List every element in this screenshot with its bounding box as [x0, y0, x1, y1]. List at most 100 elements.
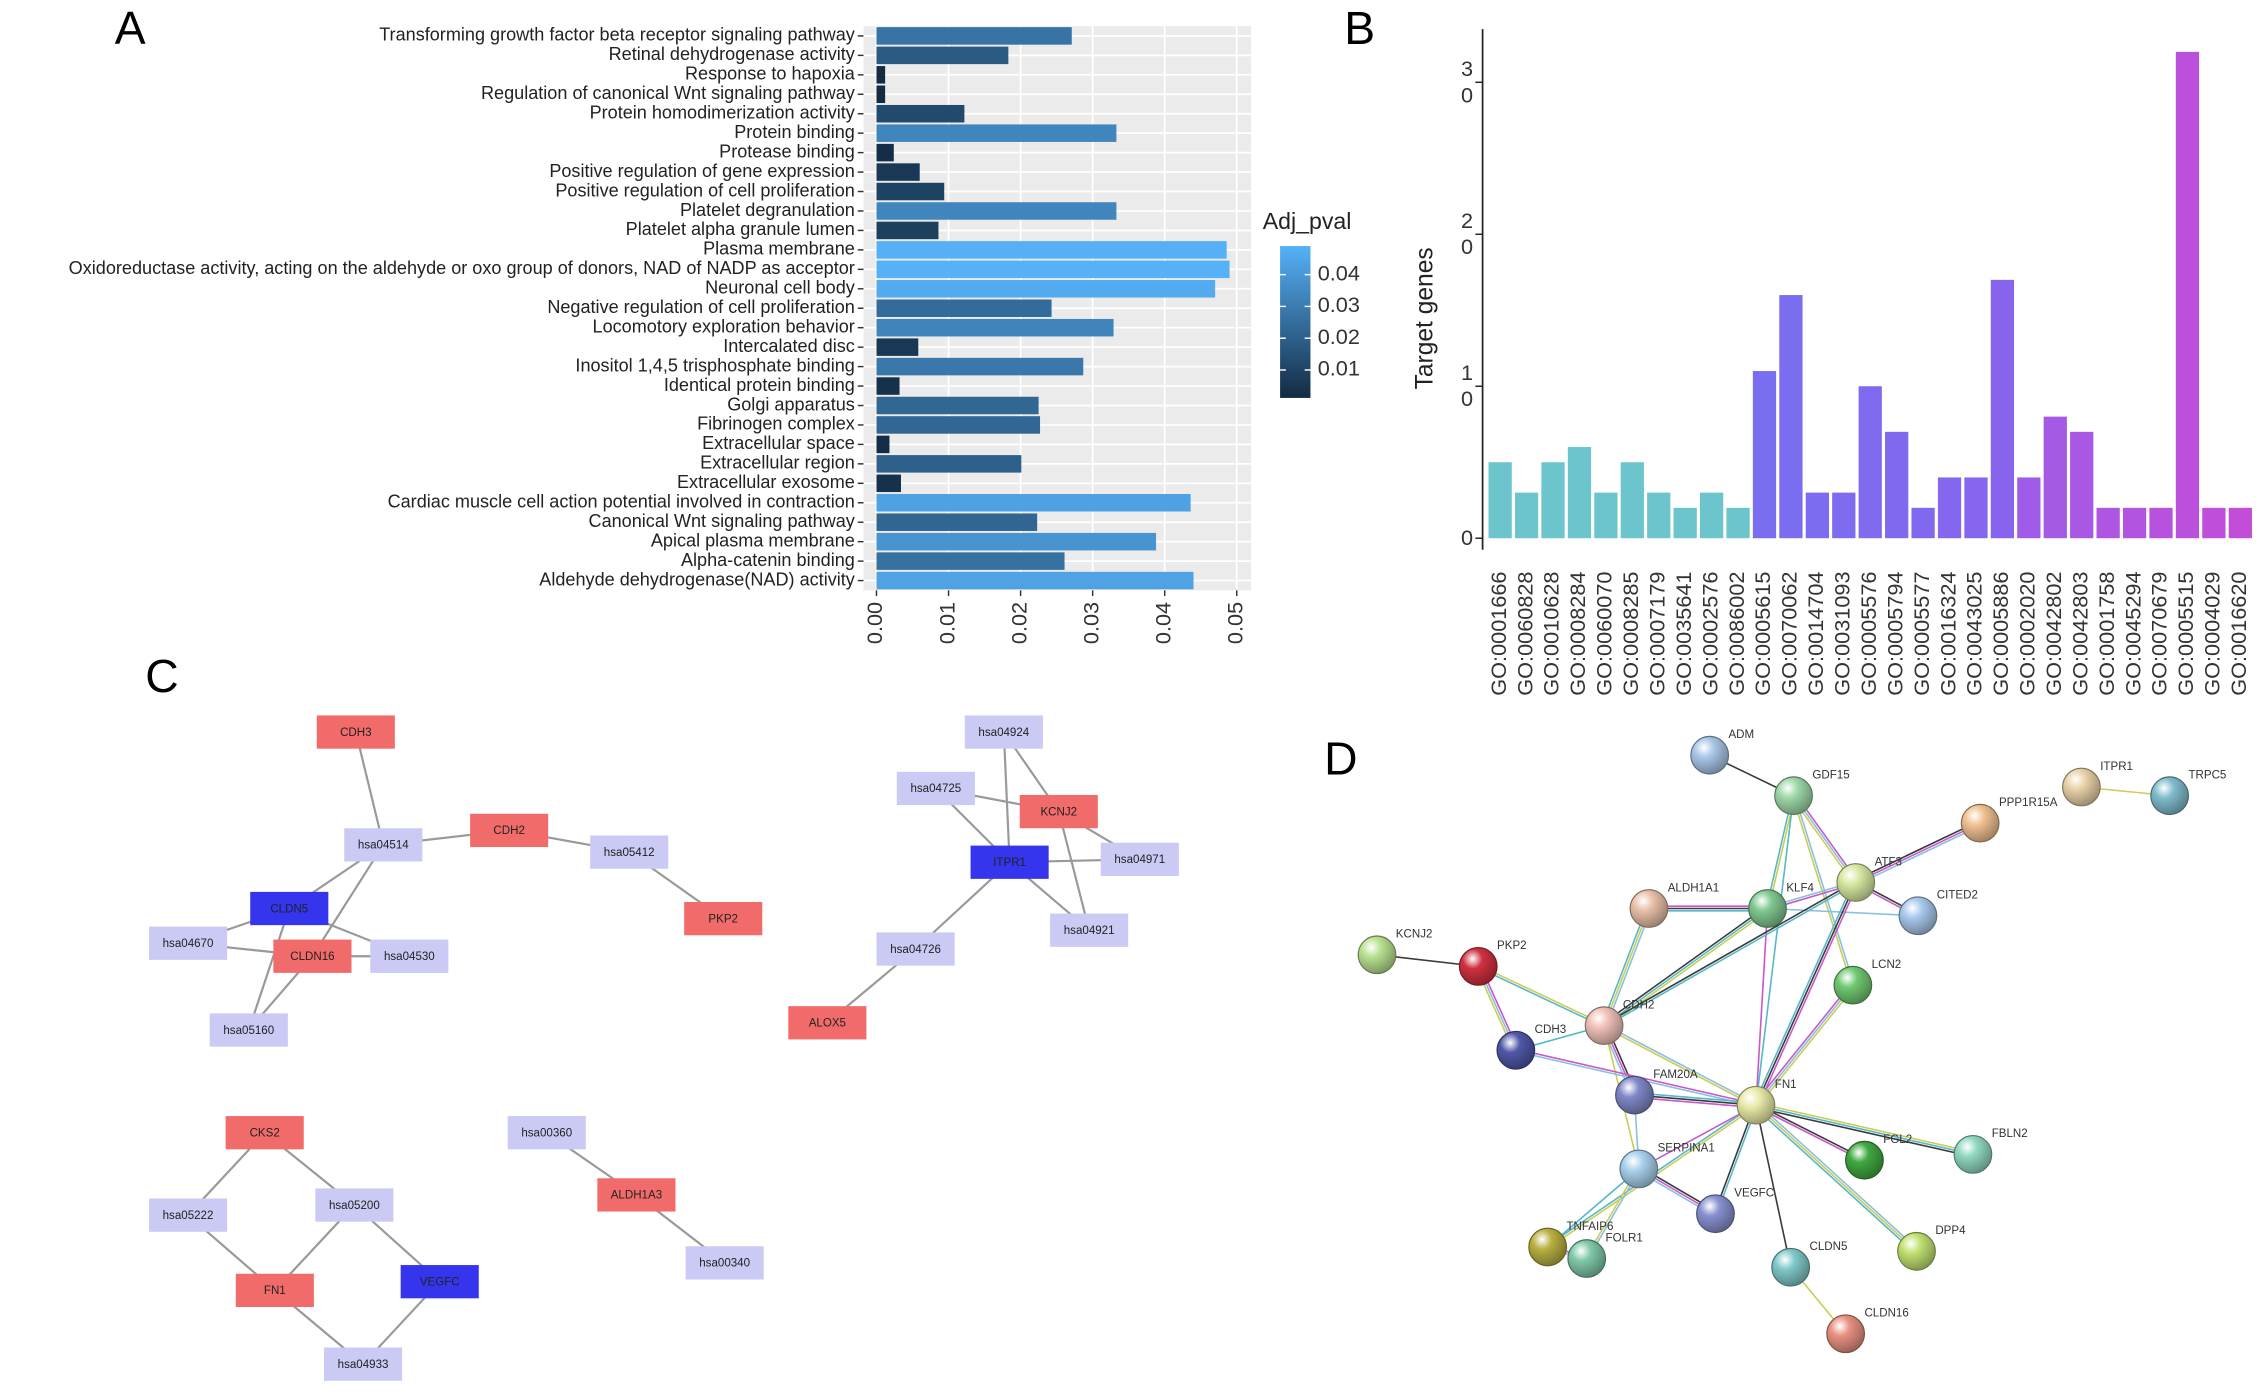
bar: [876, 299, 1052, 317]
x-tick-label: 0.00: [862, 602, 887, 644]
node-label: ALDH1A1: [1668, 882, 1719, 894]
network-node: [1528, 1227, 1568, 1267]
bar: [1805, 492, 1829, 539]
bar: [1647, 492, 1671, 539]
network-node: [1357, 935, 1397, 975]
network-node: [273, 939, 352, 973]
y-tick-label: Inositol 1,4,5 trisphosphate binding: [575, 355, 854, 375]
bar: [876, 416, 1041, 434]
network-node: [1845, 1140, 1884, 1180]
y-tick-label: Protease binding: [719, 141, 855, 161]
network-edge: [311, 844, 385, 957]
network-node: [1960, 803, 2000, 843]
y-tick-label: Retinal dehydrogenase activity: [609, 44, 855, 64]
node-label: KLF4: [1786, 882, 1814, 894]
x-tick-label: GO:0008285: [1618, 571, 1643, 695]
network-node: [2150, 776, 2190, 816]
bar: [2149, 507, 2173, 539]
x-tick-label: GO:0016324: [1935, 571, 1960, 695]
bar: [1620, 462, 1644, 539]
network-edge: [1002, 731, 1011, 863]
network-node: [1826, 1314, 1866, 1354]
node-label: CLDN5: [1809, 1241, 1847, 1253]
network-edge: [1057, 811, 1091, 931]
node-label: CLDN16: [290, 951, 334, 963]
bar: [876, 494, 1191, 512]
x-tick-label: GO:0010628: [1539, 571, 1564, 695]
network-edge: [1755, 984, 1854, 1106]
network-edge: [1755, 1106, 1973, 1158]
network-node: [685, 1246, 764, 1280]
node-label: DPP4: [1935, 1225, 1966, 1237]
y-tick-label: Golgi apparatus: [727, 394, 855, 414]
network-node: [1567, 1239, 1607, 1278]
network-edge: [1638, 1104, 1757, 1170]
x-tick-label: GO:0070062: [1777, 571, 1802, 695]
x-tick-label: GO:0014704: [1803, 571, 1828, 695]
bar: [2202, 507, 2226, 539]
node-label: hsa04933: [338, 1359, 389, 1371]
network-node: [1050, 913, 1129, 947]
bar: [876, 552, 1065, 570]
x-tick-label: GO:0042803: [2067, 571, 2092, 695]
node-label: FAM20A: [1653, 1069, 1698, 1081]
bar: [2070, 431, 2094, 539]
network-edge: [1547, 1168, 1640, 1248]
bar: [876, 104, 965, 123]
bar: [1832, 492, 1856, 539]
network-edge: [1603, 880, 1856, 1026]
bar: [876, 474, 901, 493]
node-label: GDF15: [1812, 770, 1849, 782]
node-label: LCN2: [1872, 959, 1902, 971]
y-tick-label: 20: [1454, 208, 1479, 261]
network-edge: [1634, 1094, 1757, 1107]
bar: [2043, 416, 2067, 539]
network-edge: [1478, 964, 1605, 1026]
network-edge: [1755, 882, 1857, 1106]
x-tick-label: GO:0008284: [1565, 571, 1590, 695]
bar: [1858, 386, 1882, 539]
bar: [876, 513, 1038, 531]
x-tick-label: 0.05: [1222, 602, 1247, 644]
node-label: VEGFC: [1734, 1188, 1774, 1200]
x-tick-label: GO:0035641: [1671, 571, 1696, 695]
node-label: CKS2: [250, 1127, 280, 1139]
network-edge: [1634, 1096, 1756, 1109]
bar: [876, 241, 1227, 259]
bar: [1990, 279, 2015, 539]
bar: [876, 280, 1216, 298]
network-edge: [1755, 795, 1795, 1106]
node-label: CDH2: [1623, 999, 1654, 1011]
x-tick-label: GO:0007179: [1644, 571, 1669, 695]
network-node: [1619, 1149, 1659, 1189]
y-tick-label: Alpha-catenin binding: [681, 550, 855, 570]
node-label: hsa05200: [329, 1200, 380, 1212]
node-label: hsa04670: [163, 938, 214, 950]
bar: [1673, 507, 1697, 539]
network-node: [370, 939, 449, 973]
network-edge: [1477, 966, 1604, 1028]
network-edge: [1755, 908, 1769, 1106]
bar: [876, 435, 890, 454]
x-tick-label: GO:0042802: [2041, 571, 2066, 695]
node-label: CDH3: [1535, 1024, 1566, 1036]
bar: [2096, 507, 2120, 539]
y-tick-label: Platelet degranulation: [680, 200, 855, 220]
x-tick-label: GO:0045294: [2120, 571, 2145, 695]
network-edge: [1601, 907, 1648, 1026]
network-edge: [1755, 1105, 1865, 1162]
y-tick-label: Intercalated disc: [723, 336, 855, 356]
node-label: hsa04514: [358, 840, 409, 852]
y-tick-label: Aldehyde dehydrogenase(NAD) activity: [539, 569, 855, 589]
node-label: hsa04530: [384, 951, 435, 963]
network-node: [1690, 735, 1730, 775]
y-tick-label: Protein homodimerization activity: [590, 103, 855, 123]
node-label: ADM: [1728, 729, 1754, 741]
bar: [876, 338, 919, 356]
network-node: [1898, 896, 1938, 936]
x-tick-label: 0.01: [934, 602, 959, 644]
network-node: [1833, 965, 1873, 1005]
network-node: [1736, 1085, 1776, 1125]
x-tick-label: GO:0016620: [2226, 571, 2251, 695]
